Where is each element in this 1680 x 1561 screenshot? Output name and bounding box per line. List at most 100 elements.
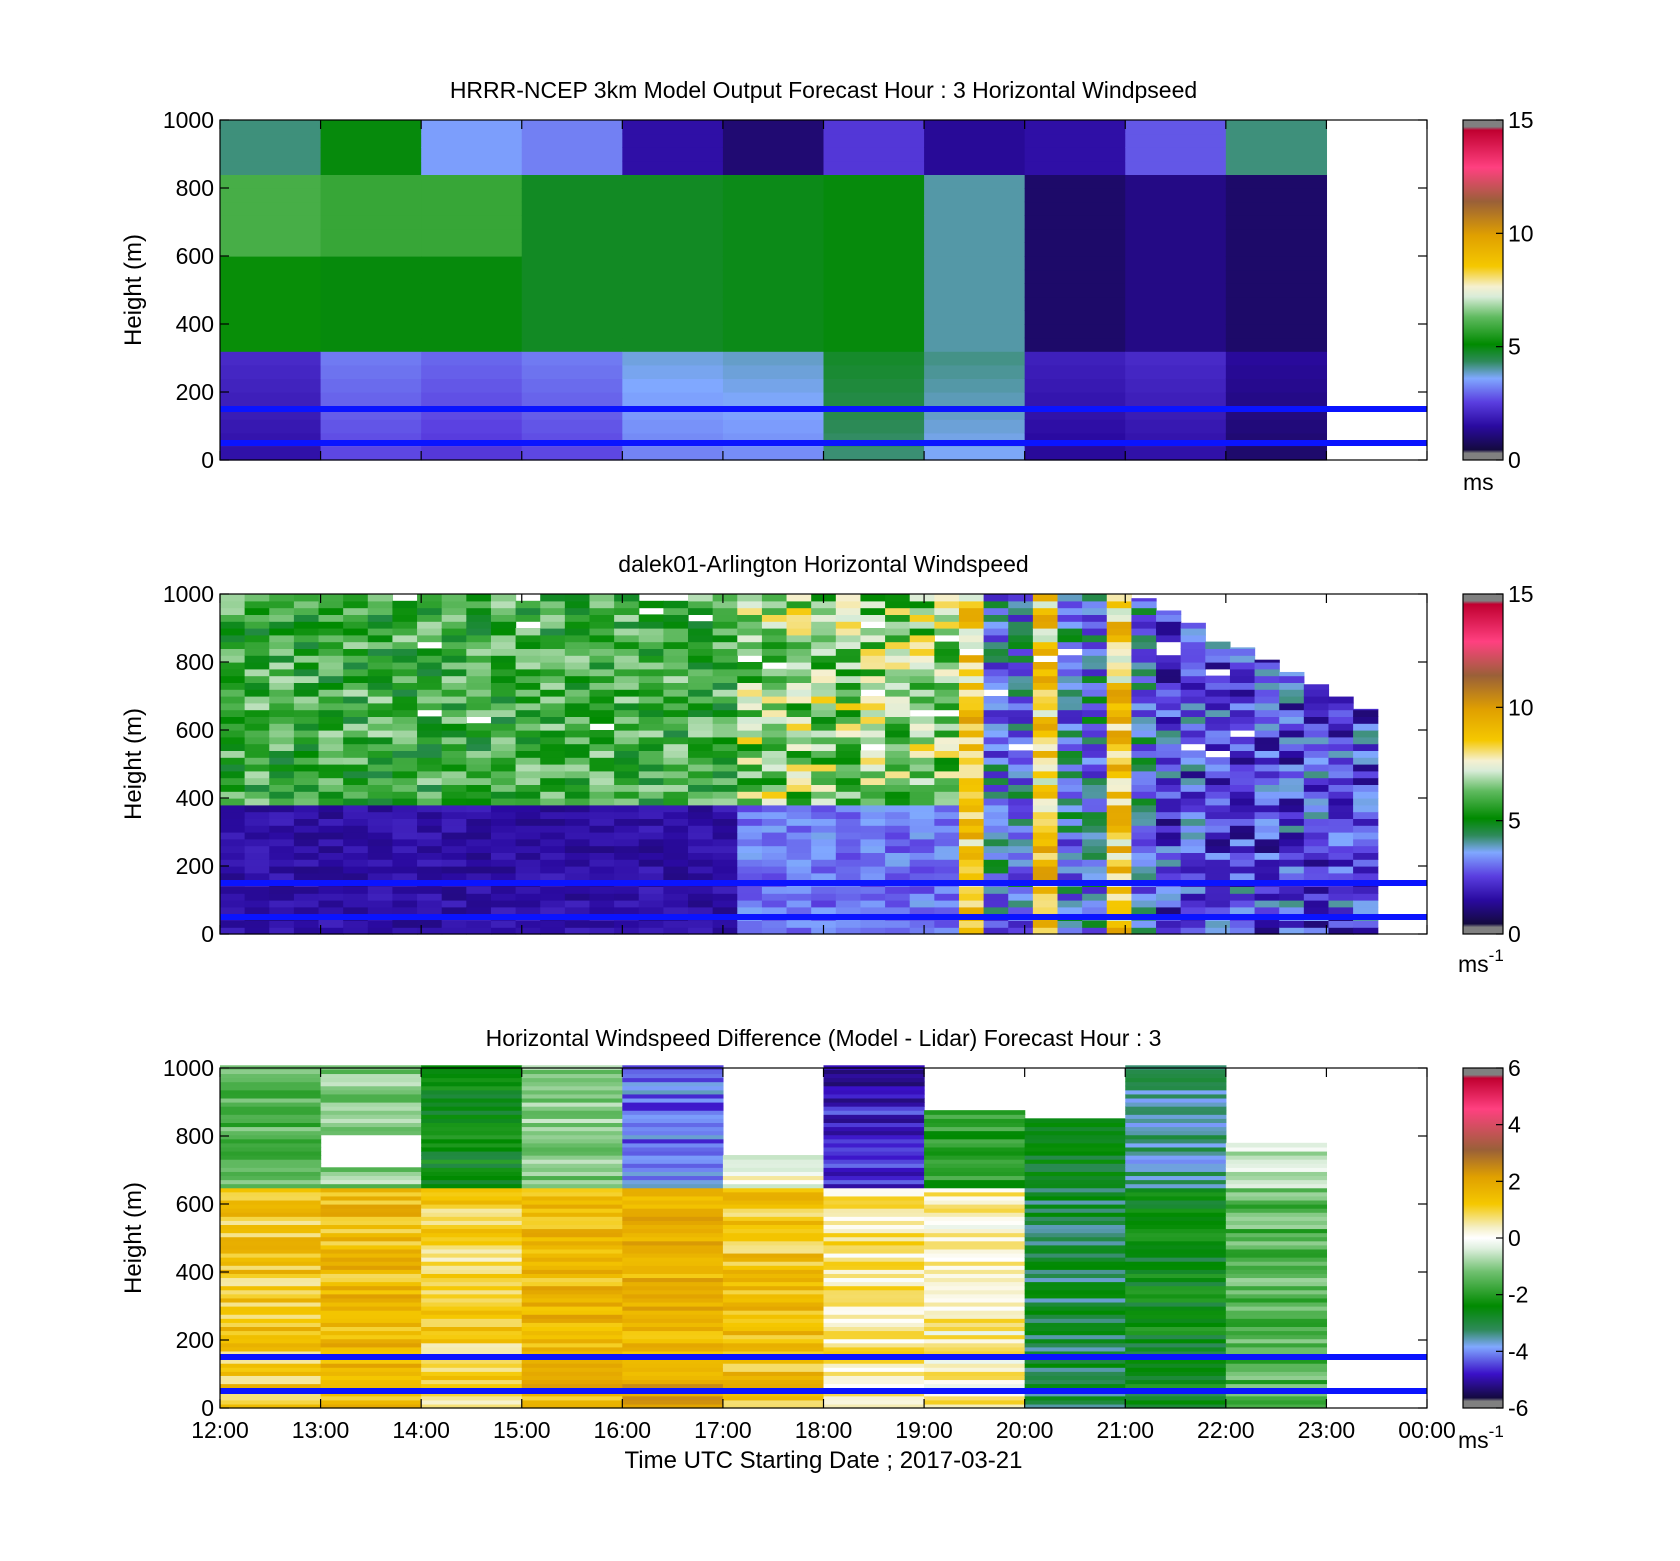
cell: [1303, 791, 1330, 799]
cell: [1024, 337, 1126, 352]
cell: [909, 757, 935, 765]
cell: [466, 682, 492, 690]
cell: [421, 1163, 523, 1168]
cell: [367, 723, 394, 731]
cell: [589, 648, 615, 656]
cell: [958, 920, 985, 928]
cell: [722, 1212, 825, 1217]
cell: [983, 920, 1009, 928]
cell: [1225, 1310, 1328, 1315]
cell: [320, 296, 422, 311]
cell: [220, 1350, 322, 1356]
cell: [860, 648, 886, 656]
cell: [909, 716, 935, 724]
cell: [622, 1077, 724, 1083]
cell: [761, 777, 788, 785]
cell: [1225, 337, 1328, 352]
cell: [490, 743, 517, 751]
cell: [515, 791, 541, 799]
cell: [811, 832, 837, 840]
cell: [934, 886, 960, 894]
cell: [722, 1167, 825, 1172]
cell: [320, 1191, 422, 1197]
cell: [688, 743, 714, 751]
cell: [269, 893, 295, 901]
cell: [823, 1403, 925, 1409]
cell: [614, 804, 640, 813]
colorbar-tick-label: 5: [1508, 808, 1521, 834]
cell: [1082, 825, 1108, 833]
cell: [1225, 351, 1328, 366]
cell: [614, 825, 640, 833]
cell: [320, 1110, 422, 1115]
cell: [367, 702, 394, 711]
cell: [688, 716, 714, 724]
cell: [1279, 777, 1305, 785]
cell: [663, 607, 689, 615]
cell: [909, 600, 935, 609]
cell: [860, 859, 886, 867]
cell: [1057, 689, 1083, 697]
cell: [367, 859, 394, 867]
cell: [392, 702, 418, 711]
cell: [220, 1183, 322, 1189]
cell: [885, 920, 911, 928]
cell: [614, 900, 640, 908]
cell: [811, 900, 837, 908]
cell: [1008, 750, 1034, 758]
cell: [220, 784, 246, 792]
cell: [466, 804, 492, 813]
cell: [421, 133, 523, 148]
cell: [269, 838, 295, 847]
cell: [924, 283, 1026, 298]
cell: [835, 791, 862, 799]
cell: [1180, 682, 1206, 690]
cell: [786, 634, 812, 643]
cell: [1082, 798, 1108, 806]
cell: [1156, 675, 1182, 683]
cell: [786, 825, 812, 833]
cell: [823, 1073, 925, 1079]
cell: [663, 600, 689, 609]
cell: [220, 1399, 322, 1405]
cell: [1303, 716, 1330, 724]
y-tick-label: 1000: [163, 1055, 214, 1081]
cell: [244, 777, 270, 785]
cell: [1057, 920, 1083, 928]
cell: [220, 825, 246, 833]
cell: [244, 906, 270, 915]
cell: [1225, 1395, 1328, 1401]
cell: [614, 764, 640, 772]
cell: [924, 1224, 1026, 1230]
cell: [521, 256, 623, 271]
cell: [293, 702, 320, 711]
cell: [712, 716, 738, 724]
cell: [823, 1301, 925, 1307]
cell: [1180, 893, 1206, 901]
cell: [1279, 838, 1305, 847]
cell: [490, 900, 517, 908]
cell: [1353, 893, 1379, 901]
cell: [244, 784, 270, 792]
cell: [885, 872, 911, 881]
cell: [909, 607, 935, 615]
cell: [392, 716, 418, 724]
cell: [885, 662, 911, 670]
cell: [318, 594, 344, 602]
cell: [1024, 1326, 1126, 1332]
cell: [1328, 906, 1354, 915]
cell: [466, 770, 492, 779]
cell: [1180, 838, 1206, 847]
cell: [1131, 607, 1157, 615]
cell: [220, 215, 322, 230]
cell: [622, 1122, 724, 1128]
cell: [761, 859, 788, 867]
cell: [1180, 791, 1206, 799]
cell: [924, 1391, 1026, 1397]
cell: [540, 784, 566, 792]
cell: [421, 1342, 523, 1348]
cell: [343, 866, 369, 874]
cell: [421, 1138, 523, 1144]
cell: [490, 784, 517, 792]
cell: [441, 872, 467, 881]
